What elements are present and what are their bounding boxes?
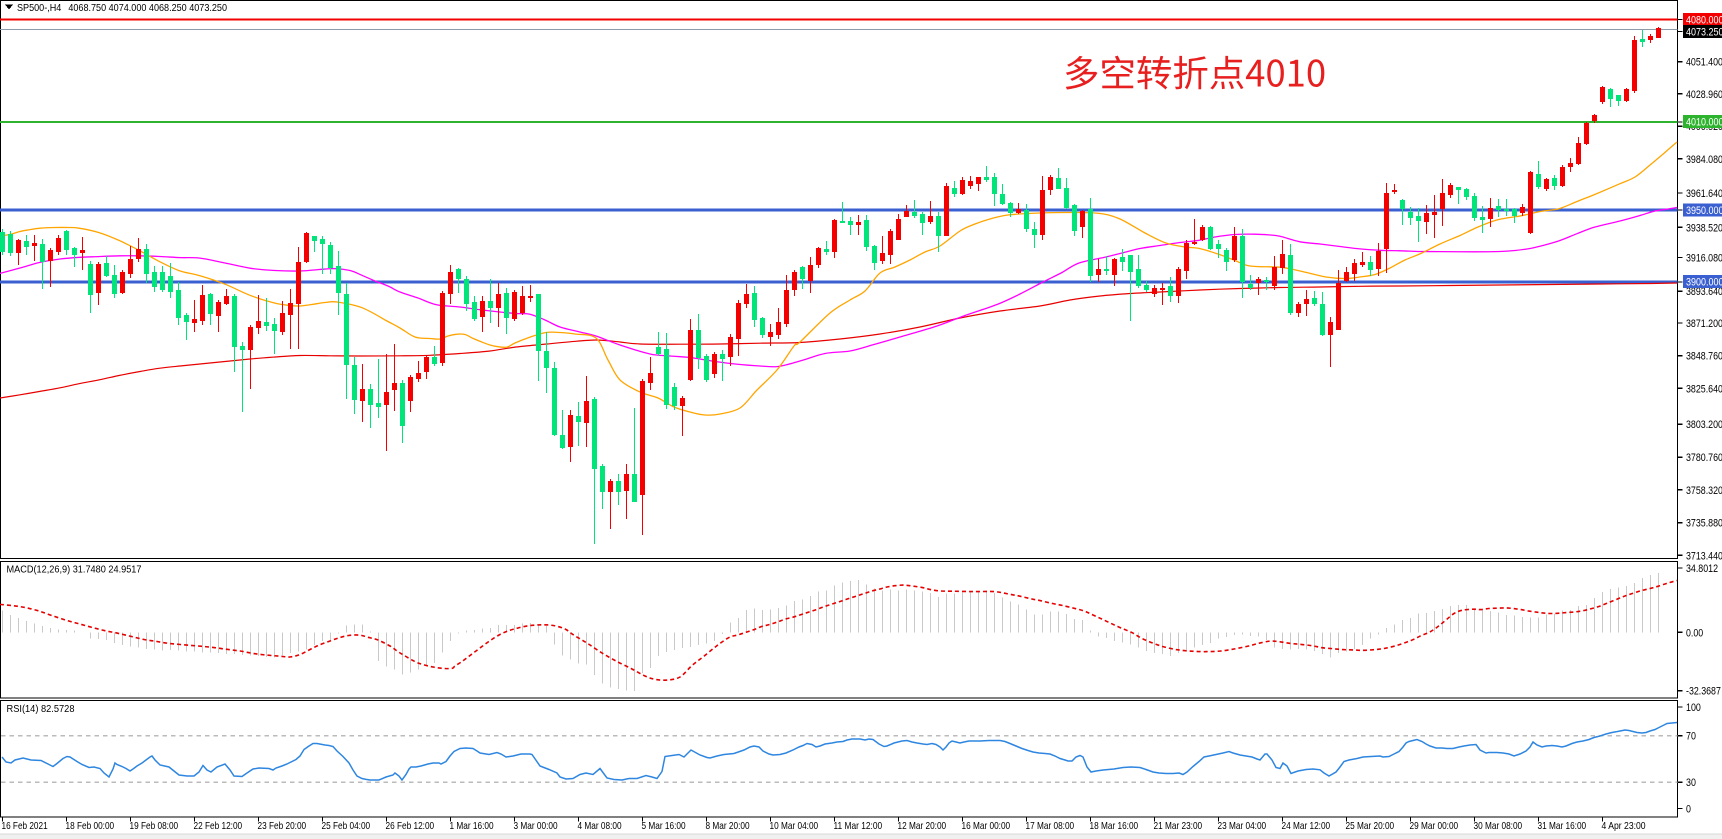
svg-text:SP500-,H4 4068.750 4074.000 4: SP500-,H4 4068.750 4074.000 4068.250 407… [17,2,227,14]
svg-text:3893.640: 3893.640 [1686,286,1722,298]
svg-text:17 Mar 08:00: 17 Mar 08:00 [1026,820,1075,832]
svg-text:18 Feb 00:00: 18 Feb 00:00 [66,820,115,832]
svg-text:100: 100 [1686,702,1701,714]
svg-text:29 Mar 00:00: 29 Mar 00:00 [1410,820,1459,832]
svg-text:3871.200: 3871.200 [1686,318,1722,330]
svg-text:12 Mar 20:00: 12 Mar 20:00 [898,820,947,832]
svg-text:3984.080: 3984.080 [1686,154,1722,166]
svg-text:MACD(12,26,9) 31.7480 24.9517: MACD(12,26,9) 31.7480 24.9517 [7,564,142,576]
svg-text:4073.250: 4073.250 [1686,26,1722,38]
svg-text:4051.400: 4051.400 [1686,57,1722,69]
svg-text:RSI(14) 82.5728: RSI(14) 82.5728 [7,703,75,715]
svg-text:16 Feb 2021: 16 Feb 2021 [2,820,48,832]
svg-text:3803.200: 3803.200 [1686,419,1722,431]
svg-text:18 Mar 16:00: 18 Mar 16:00 [1090,820,1139,832]
svg-text:25 Mar 20:00: 25 Mar 20:00 [1346,820,1395,832]
svg-text:11 Mar 12:00: 11 Mar 12:00 [834,820,883,832]
svg-text:21 Mar 23:00: 21 Mar 23:00 [1154,820,1203,832]
svg-text:3950.000: 3950.000 [1686,205,1722,217]
svg-text:30 Mar 08:00: 30 Mar 08:00 [1474,820,1523,832]
svg-text:70: 70 [1686,731,1696,743]
svg-text:10 Mar 04:00: 10 Mar 04:00 [770,820,819,832]
svg-text:-32.3687: -32.3687 [1686,686,1721,698]
svg-text:34.8012: 34.8012 [1686,563,1718,575]
svg-text:3758.320: 3758.320 [1686,485,1722,497]
svg-text:30: 30 [1686,777,1696,789]
svg-text:19 Feb 08:00: 19 Feb 08:00 [130,820,179,832]
svg-text:3780.760: 3780.760 [1686,452,1722,464]
svg-text:4010.000: 4010.000 [1686,116,1722,128]
svg-text:3916.080: 3916.080 [1686,252,1722,264]
svg-text:16 Mar 00:00: 16 Mar 00:00 [962,820,1011,832]
svg-text:3735.880: 3735.880 [1686,518,1722,530]
svg-text:3938.520: 3938.520 [1686,222,1722,234]
svg-text:22 Feb 12:00: 22 Feb 12:00 [194,820,243,832]
svg-text:4 Apr 23:00: 4 Apr 23:00 [1602,820,1646,832]
svg-text:3 Mar 00:00: 3 Mar 00:00 [514,820,558,832]
svg-text:3961.640: 3961.640 [1686,188,1722,200]
svg-text:5 Mar 16:00: 5 Mar 16:00 [642,820,686,832]
svg-text:3825.640: 3825.640 [1686,383,1722,395]
svg-text:3900.000: 3900.000 [1686,277,1722,289]
svg-text:25 Feb 04:00: 25 Feb 04:00 [322,820,371,832]
svg-text:24 Mar 12:00: 24 Mar 12:00 [1282,820,1331,832]
svg-text:3848.760: 3848.760 [1686,351,1722,363]
svg-text:23 Mar 04:00: 23 Mar 04:00 [1218,820,1267,832]
svg-text:4 Mar 08:00: 4 Mar 08:00 [578,820,622,832]
svg-text:0.00: 0.00 [1686,627,1703,639]
svg-text:31 Mar 16:00: 31 Mar 16:00 [1538,820,1587,832]
svg-text:0: 0 [1686,803,1691,815]
svg-text:4028.960: 4028.960 [1686,89,1722,101]
svg-text:26 Feb 12:00: 26 Feb 12:00 [386,820,435,832]
svg-text:1 Mar 16:00: 1 Mar 16:00 [450,820,494,832]
svg-text:3713.440: 3713.440 [1686,550,1722,562]
svg-text:8 Mar 20:00: 8 Mar 20:00 [706,820,750,832]
svg-text:4080.000: 4080.000 [1686,14,1722,26]
svg-text:23 Feb 20:00: 23 Feb 20:00 [258,820,307,832]
